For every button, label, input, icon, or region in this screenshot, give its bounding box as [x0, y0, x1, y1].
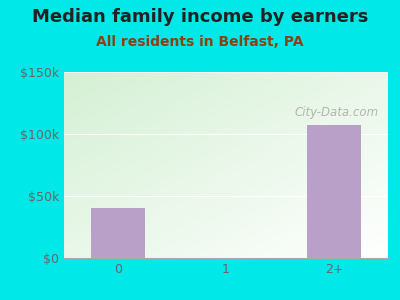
- Text: Median family income by earners: Median family income by earners: [32, 8, 368, 26]
- Text: All residents in Belfast, PA: All residents in Belfast, PA: [96, 34, 304, 49]
- Bar: [307, 125, 361, 258]
- Text: City-Data.com: City-Data.com: [294, 106, 378, 119]
- Bar: [91, 208, 145, 258]
